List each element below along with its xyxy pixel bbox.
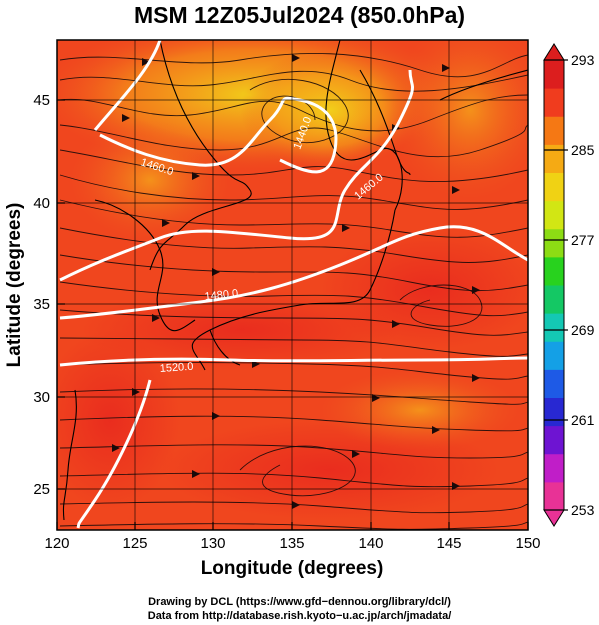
colorbar-segment	[544, 369, 564, 398]
colorbar: 293 285 277 269 261 253	[543, 43, 595, 527]
contour-label-1520: 1520.0	[159, 361, 193, 375]
y-tick-label: 35	[33, 296, 50, 313]
y-tick-labels: 25 30 35 40 45	[33, 92, 50, 498]
map-title: MSM 12Z05Jul2024 (850.0hPa)	[133, 2, 466, 28]
colorbar-segment	[544, 200, 564, 230]
colorbar-label: 285	[571, 142, 595, 158]
colorbar-ticks	[544, 59, 568, 511]
x-tick-label: 130	[200, 535, 225, 552]
grid	[57, 40, 528, 530]
y-tick-label: 45	[33, 92, 50, 109]
temperature-field	[57, 40, 528, 530]
colorbar-segment	[544, 228, 564, 258]
y-tick-label: 40	[33, 195, 50, 212]
y-tick-label: 25	[33, 481, 50, 498]
colorbar-segment	[544, 425, 564, 455]
colorbar-segment	[544, 453, 564, 483]
x-tick-label: 125	[122, 535, 147, 552]
x-tick-labels: 120 125 130 135 140 145 150	[44, 535, 540, 552]
colorbar-label: 269	[571, 322, 595, 338]
colorbar-segment	[544, 481, 564, 511]
credits-line-1: Drawing by DCL (https://www.gfd−dennou.o…	[148, 596, 451, 608]
colorbar-segments	[544, 60, 564, 511]
x-tick-label: 120	[44, 535, 69, 552]
x-tick-label: 140	[358, 535, 383, 552]
colorbar-segment	[544, 60, 564, 89]
colorbar-segment	[544, 285, 564, 314]
colorbar-segment	[544, 88, 564, 117]
height-contours	[59, 40, 528, 529]
y-tick-label: 30	[33, 389, 50, 406]
colorbar-label: 253	[571, 502, 595, 518]
colorbar-label: 293	[571, 52, 595, 68]
colorbar-segment	[544, 144, 564, 173]
colorbar-label: 261	[571, 412, 595, 428]
colorbar-bottom-arrow	[543, 509, 565, 527]
axis-ticks	[56, 99, 529, 530]
x-tick-label: 150	[515, 535, 540, 552]
colorbar-label: 277	[571, 232, 595, 248]
colorbar-segment	[544, 341, 564, 370]
colorbar-segment	[544, 172, 564, 202]
colorbar-segment	[544, 397, 564, 427]
credits-line-2: Data from http://database.rish.kyoto−u.a…	[147, 610, 452, 622]
colorbar-segment	[544, 313, 564, 342]
y-axis-title: Latitude (degrees)	[4, 203, 25, 368]
credits: Drawing by DCL (https://www.gfd−dennou.o…	[0, 595, 599, 623]
x-axis-title: Longitude (degrees)	[201, 558, 384, 579]
contour-label-1480: 1480.0	[204, 288, 239, 303]
colorbar-segment	[544, 256, 564, 286]
x-tick-label: 135	[279, 535, 304, 552]
colorbar-top-arrow	[543, 43, 565, 61]
x-tick-label: 145	[436, 535, 461, 552]
streamline-arrows	[112, 54, 480, 509]
colorbar-segment	[544, 116, 564, 145]
